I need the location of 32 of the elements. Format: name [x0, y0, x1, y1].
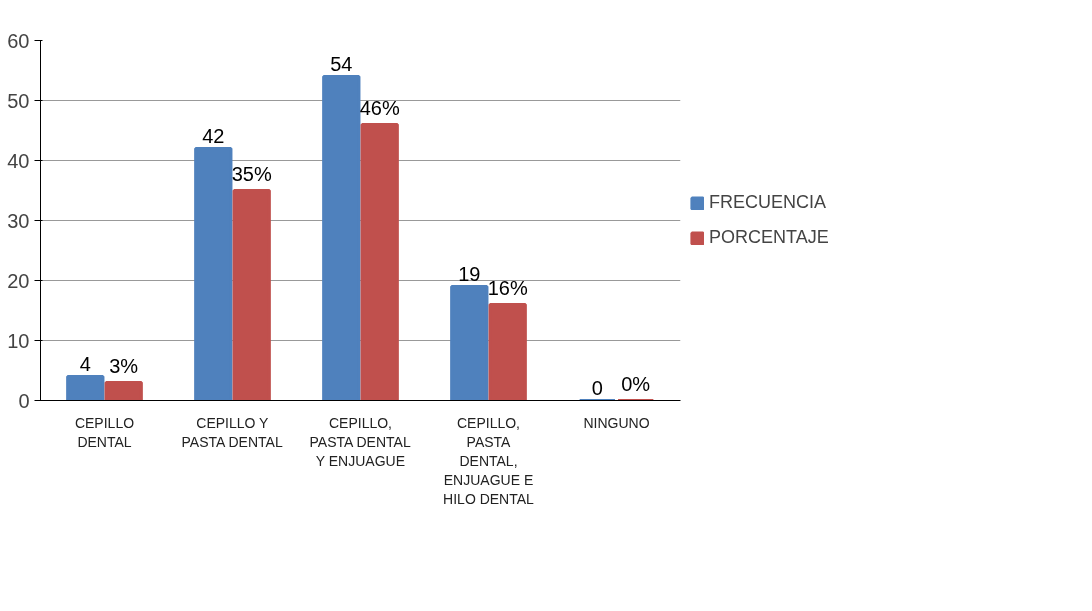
data-label: 46% — [359, 96, 400, 119]
data-label: 19 — [458, 262, 481, 285]
x-tick-label: CEPILLO DENTAL — [74, 414, 135, 450]
bar — [66, 375, 105, 401]
x-tick-label: CEPILLO, PASTA DENTAL Y ENJUAGUE — [309, 414, 411, 469]
data-label: 3% — [109, 354, 139, 377]
y-tick-label: 30 — [7, 209, 30, 232]
bar — [488, 303, 527, 401]
y-tick-label: 0 — [18, 389, 30, 412]
bar — [194, 147, 233, 401]
data-label: 0% — [621, 372, 651, 395]
legend-label: FRECUENCIA — [709, 192, 827, 213]
data-label: 42 — [202, 124, 225, 147]
y-tick-label: 50 — [7, 89, 30, 112]
y-tick-label: 60 — [7, 29, 30, 52]
bar — [360, 123, 399, 401]
x-tick-label: NINGUNO — [583, 414, 650, 431]
data-label: 4 — [79, 352, 91, 375]
data-label: 35% — [231, 162, 272, 185]
y-tick-label: 10 — [7, 329, 30, 352]
bar — [450, 285, 489, 401]
bar — [322, 75, 361, 401]
bar — [232, 189, 271, 401]
data-label: 16% — [487, 276, 528, 299]
y-tick-label: 40 — [7, 149, 30, 172]
x-tick-label: CEPILLO Y PASTA DENTAL — [181, 414, 283, 450]
legend-label: PORCENTAJE — [709, 227, 829, 248]
x-tick-label: CEPILLO, PASTA DENTAL, ENJUAGUE E HILO DENTAL — [443, 414, 535, 508]
y-tick-label: 20 — [7, 269, 30, 292]
data-label: 54 — [330, 52, 353, 75]
bar — [104, 381, 143, 401]
data-label: 0 — [591, 376, 603, 399]
